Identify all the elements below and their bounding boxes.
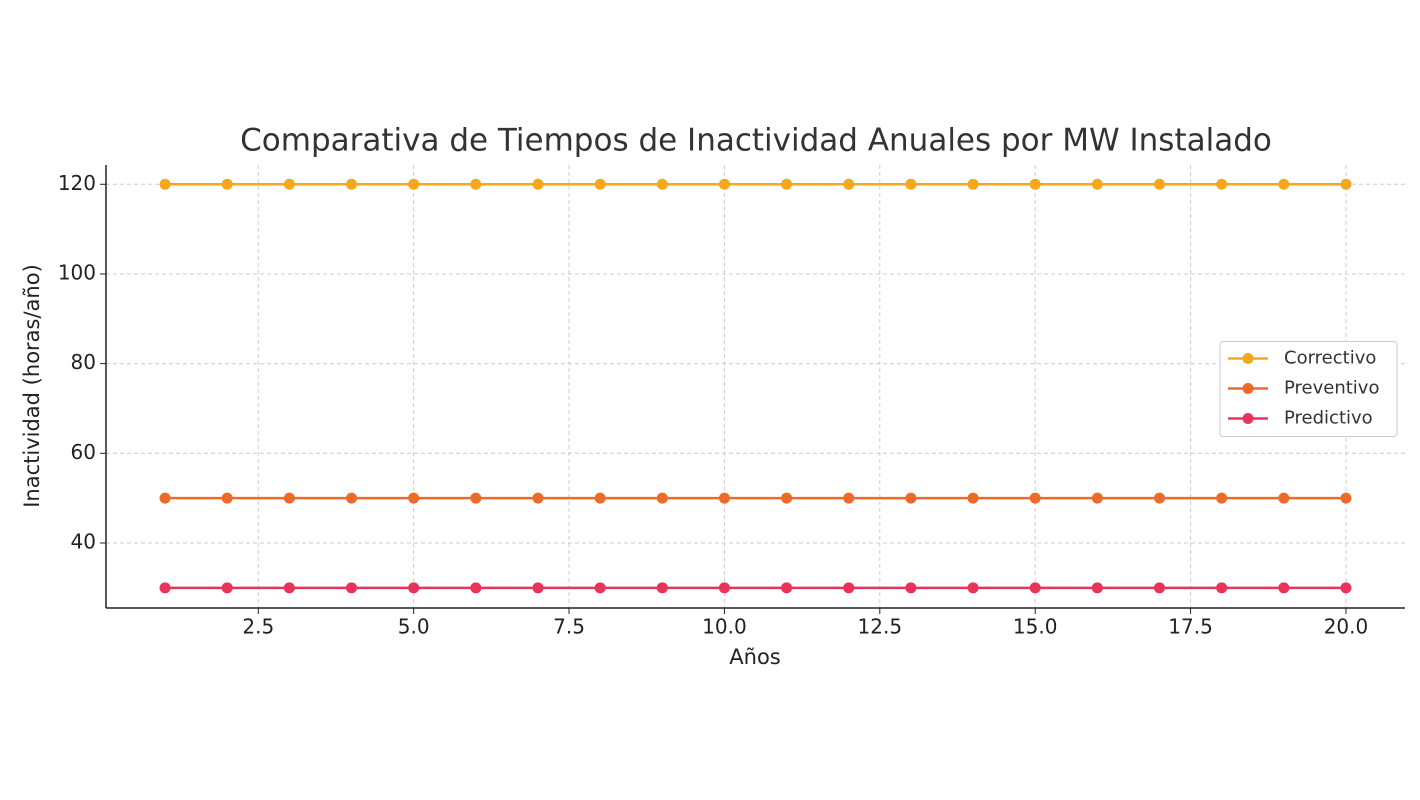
- point: [1153, 178, 1165, 190]
- y-axis-label: Inactividad (horas/año): [20, 264, 44, 508]
- point: [718, 178, 730, 190]
- point: [1340, 582, 1352, 594]
- point: [408, 178, 420, 190]
- legend-marker: [1242, 353, 1254, 364]
- point: [656, 492, 668, 504]
- x-axis-label: Años: [729, 645, 780, 669]
- x-tick-label: 2.5: [242, 615, 274, 639]
- point: [656, 178, 668, 190]
- legend-label: Preventivo: [1284, 378, 1379, 399]
- legend-label: Correctivo: [1284, 348, 1376, 369]
- legend-box: [1219, 341, 1398, 437]
- point: [843, 178, 855, 190]
- point: [532, 178, 544, 190]
- point: [1091, 178, 1103, 190]
- point: [346, 178, 358, 190]
- point: [843, 492, 855, 504]
- y-tick-label: 40: [71, 529, 96, 553]
- point: [781, 492, 793, 504]
- point: [718, 492, 730, 504]
- point: [656, 582, 668, 594]
- point: [594, 582, 606, 594]
- point: [408, 582, 420, 594]
- point: [781, 178, 793, 190]
- x-tick-label: 15.0: [1013, 615, 1058, 639]
- point: [1153, 492, 1165, 504]
- legend-marker: [1242, 383, 1254, 394]
- y-tick-label: 80: [71, 350, 96, 374]
- point: [408, 492, 420, 504]
- point: [283, 178, 295, 190]
- point: [1091, 582, 1103, 594]
- point: [532, 582, 544, 594]
- point: [1029, 582, 1041, 594]
- x-tick-label: 17.5: [1168, 615, 1213, 639]
- legend-marker: [1242, 413, 1254, 424]
- point: [905, 492, 917, 504]
- point: [967, 492, 979, 504]
- y-tick-label: 100: [58, 260, 96, 284]
- point: [905, 178, 917, 190]
- point: [1278, 582, 1290, 594]
- chart-title: Comparativa de Tiempos de Inactividad An…: [240, 123, 1272, 159]
- point: [1216, 178, 1228, 190]
- point: [159, 582, 171, 594]
- point: [1216, 582, 1228, 594]
- y-tick-label: 120: [58, 171, 96, 195]
- point: [221, 178, 233, 190]
- legend-label: Predictivo: [1284, 408, 1373, 429]
- point: [470, 492, 482, 504]
- point: [1340, 178, 1352, 190]
- point: [159, 492, 171, 504]
- point: [1278, 178, 1290, 190]
- point: [1278, 492, 1290, 504]
- point: [1340, 492, 1352, 504]
- x-tick-label: 5.0: [398, 615, 430, 639]
- point: [905, 582, 917, 594]
- x-tick-label: 10.0: [702, 615, 747, 639]
- point: [346, 492, 358, 504]
- point: [283, 582, 295, 594]
- point: [283, 492, 295, 504]
- point: [221, 492, 233, 504]
- point: [221, 582, 233, 594]
- point: [967, 178, 979, 190]
- point: [1091, 492, 1103, 504]
- point: [470, 582, 482, 594]
- point: [470, 178, 482, 190]
- point: [1216, 492, 1228, 504]
- point: [1029, 178, 1041, 190]
- point: [1029, 492, 1041, 504]
- point: [843, 582, 855, 594]
- x-tick-label: 12.5: [858, 615, 903, 639]
- point: [532, 492, 544, 504]
- x-tick-label: 20.0: [1324, 615, 1369, 639]
- y-tick-label: 60: [71, 440, 96, 464]
- point: [594, 492, 606, 504]
- point: [967, 582, 979, 594]
- point: [346, 582, 358, 594]
- point: [159, 178, 171, 190]
- point: [718, 582, 730, 594]
- x-tick-label: 7.5: [553, 615, 585, 639]
- point: [781, 582, 793, 594]
- point: [1153, 582, 1165, 594]
- point: [594, 178, 606, 190]
